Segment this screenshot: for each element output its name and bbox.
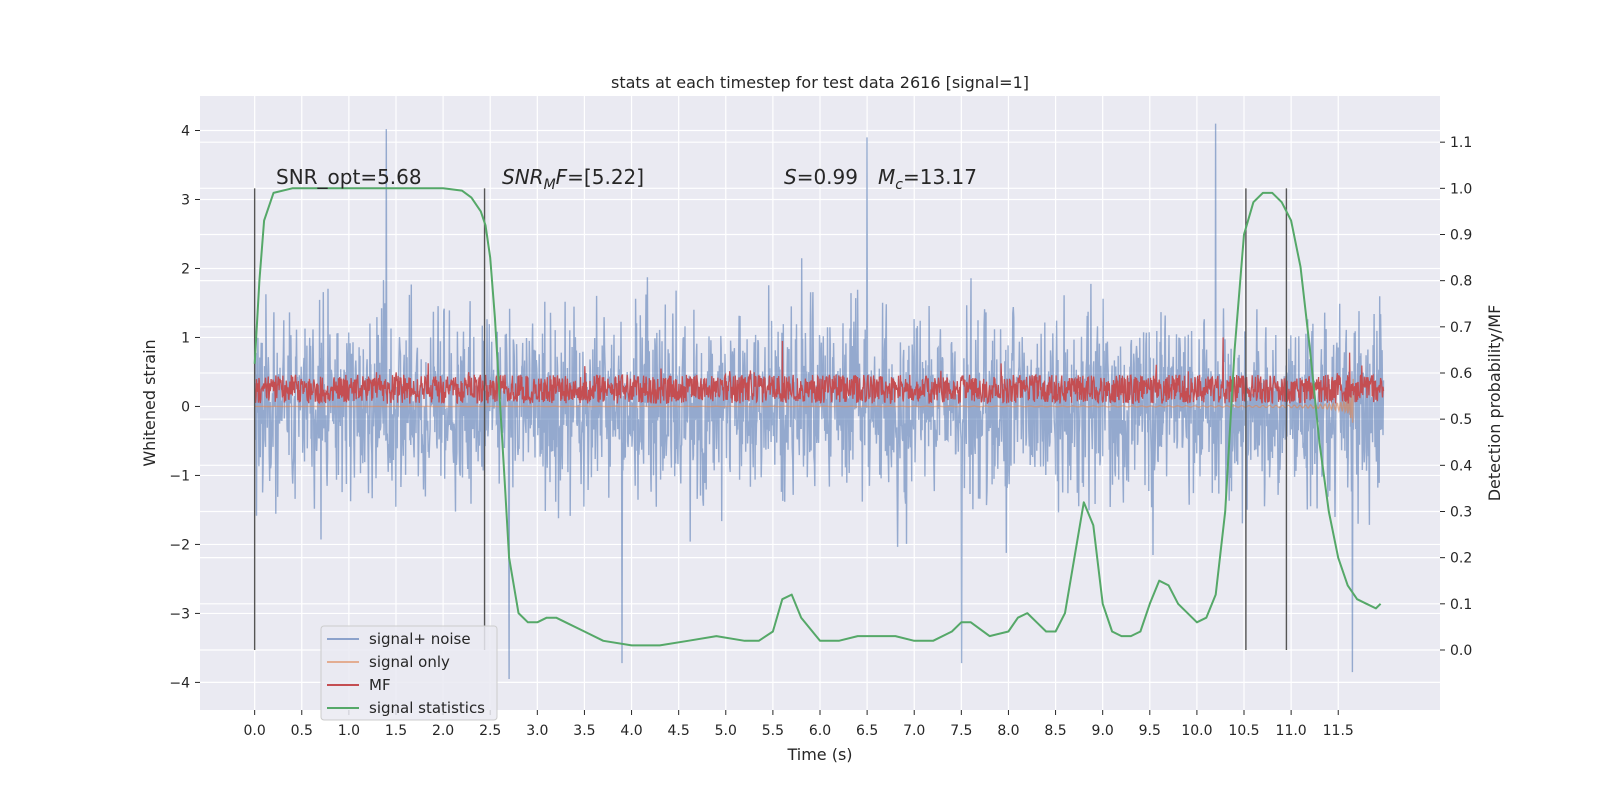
snr-mf-sub: M <box>544 177 556 193</box>
legend-label-signal-noise: signal+ noise <box>369 630 471 648</box>
annotation-mc: Mc=13.17 <box>878 165 977 193</box>
left-y-axis-label: Whitened strain <box>140 339 159 466</box>
x-axis-ticks: 0.0 0.5 1.0 1.5 2.0 2.5 3.0 3.5 4.0 4.5 5.0 5.5 6.0 6… <box>244 710 1354 739</box>
right-y-tick-label: 0.4 <box>1450 458 1472 474</box>
signal-only-line <box>254 378 1354 423</box>
left-y-tick-label: 3 <box>181 192 190 208</box>
s-val: =0.99 <box>797 165 858 189</box>
right-y-tick-label: 0.0 <box>1450 643 1472 659</box>
legend: signal+ noise signal only MF signal stat… <box>320 625 498 721</box>
x-tick-label: 10.5 <box>1228 723 1259 739</box>
x-tick-label: 9.5 <box>1139 723 1161 739</box>
x-tick-label: 3.5 <box>573 723 595 739</box>
mf-line <box>254 337 1385 405</box>
x-tick-label: 6.5 <box>856 723 878 739</box>
right-y-tick-label: 0.1 <box>1450 597 1472 613</box>
x-tick-label: 4.0 <box>620 723 642 739</box>
left-y-tick-label: −4 <box>169 675 190 691</box>
right-y-tick-label: 0.3 <box>1450 504 1472 520</box>
s-var: S <box>784 165 797 189</box>
x-axis-label: Time (s) <box>786 745 852 764</box>
mc-var: M <box>878 165 895 189</box>
right-y-tick-label: 0.2 <box>1450 551 1472 567</box>
right-y-tick-label: 0.9 <box>1450 227 1472 243</box>
mf-series <box>254 337 1385 405</box>
right-y-axis-label: Detection probability/MF <box>1485 305 1504 502</box>
x-tick-label: 8.5 <box>1044 723 1066 739</box>
x-tick-label: 2.5 <box>479 723 501 739</box>
annotation-s: S=0.99 <box>784 165 858 189</box>
legend-label-signal-statistics: signal statistics <box>369 699 485 717</box>
vertical-markers <box>253 188 1288 650</box>
left-y-tick-label: −2 <box>169 537 190 553</box>
right-y-tick-label: 1.1 <box>1450 135 1472 151</box>
x-tick-label: 0.5 <box>291 723 313 739</box>
left-y-tick-label: 1 <box>181 330 190 346</box>
right-y-axis-ticks: 1.1 1.0 0.9 0.8 0.7 0.6 0.5 0.4 0.3 0.2 0.1 0.0 <box>1440 135 1472 659</box>
snr-mf-var2: F <box>556 165 568 189</box>
right-y-tick-label: 0.8 <box>1450 274 1472 290</box>
legend-label-mf: MF <box>369 676 391 694</box>
x-tick-label: 6.0 <box>809 723 831 739</box>
signal-only-series <box>254 378 1354 423</box>
snr-mf-var: SNR <box>502 165 544 189</box>
right-y-tick-label: 0.7 <box>1450 320 1472 336</box>
annotation-snr-opt: SNR_opt=5.68 <box>276 165 422 189</box>
left-y-tick-label: −3 <box>169 606 190 622</box>
chart-title: stats at each timestep for test data 261… <box>611 73 1029 92</box>
left-y-tick-label: 4 <box>181 123 190 139</box>
legend-box <box>320 625 498 721</box>
x-tick-label: 1.0 <box>338 723 360 739</box>
x-tick-label: 4.5 <box>668 723 690 739</box>
left-y-axis-ticks: 4 3 2 1 0 −1 −2 −3 −4 <box>169 123 200 691</box>
annotation-snr-mf: SNRMF=[5.22] <box>502 165 644 193</box>
mc-sub: c <box>895 177 903 193</box>
x-tick-label: 2.0 <box>432 723 454 739</box>
x-tick-label: 10.0 <box>1181 723 1212 739</box>
right-y-tick-label: 0.5 <box>1450 412 1472 428</box>
x-tick-label: 1.5 <box>385 723 407 739</box>
x-tick-label: 5.0 <box>715 723 737 739</box>
right-y-tick-label: 1.0 <box>1450 181 1472 197</box>
x-tick-label: 11.5 <box>1323 723 1354 739</box>
x-tick-label: 7.0 <box>903 723 925 739</box>
signal-statistics-line <box>253 187 1382 647</box>
x-tick-label: 8.0 <box>997 723 1019 739</box>
left-y-tick-label: −1 <box>169 468 190 484</box>
right-y-tick-label: 0.6 <box>1450 366 1472 382</box>
mc-val: =13.17 <box>903 165 977 189</box>
legend-label-signal-only: signal only <box>369 653 450 671</box>
x-tick-label: 3.0 <box>526 723 548 739</box>
left-y-tick-label: 0 <box>181 399 190 415</box>
left-y-tick-label: 2 <box>181 261 190 277</box>
x-tick-label: 11.0 <box>1276 723 1307 739</box>
x-tick-label: 0.0 <box>244 723 266 739</box>
x-tick-label: 9.0 <box>1092 723 1114 739</box>
signal-statistics-series <box>253 187 1382 647</box>
x-tick-label: 5.5 <box>762 723 784 739</box>
x-tick-label: 7.5 <box>950 723 972 739</box>
snr-mf-val: =[5.22] <box>567 165 644 189</box>
